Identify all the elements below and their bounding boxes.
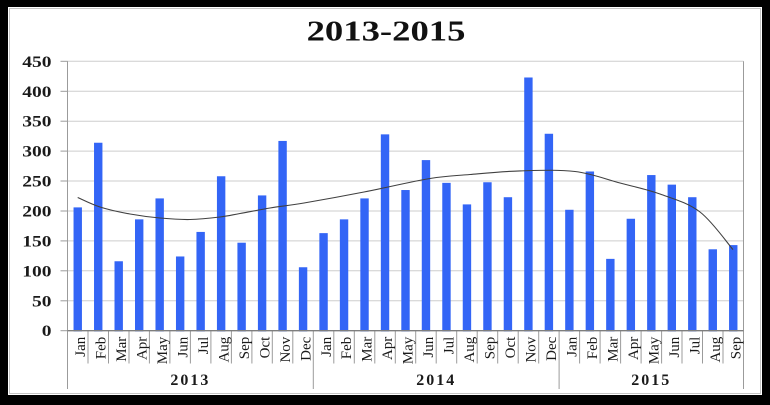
svg-text:Sep: Sep	[237, 337, 253, 360]
svg-text:2013-2015: 2013-2015	[307, 16, 466, 48]
svg-text:Jul: Jul	[688, 337, 704, 355]
svg-text:2014: 2014	[416, 372, 456, 389]
svg-text:Jan: Jan	[319, 336, 335, 356]
svg-text:Feb: Feb	[585, 337, 601, 360]
svg-text:Jul: Jul	[196, 337, 212, 355]
svg-text:Apr: Apr	[380, 337, 396, 360]
svg-text:Apr: Apr	[134, 337, 150, 360]
svg-text:450: 450	[22, 52, 51, 70]
svg-text:Jun: Jun	[175, 336, 191, 357]
svg-text:100: 100	[22, 262, 51, 280]
svg-text:Oct: Oct	[257, 336, 273, 358]
svg-text:Mar: Mar	[114, 337, 130, 362]
svg-text:200: 200	[22, 202, 51, 220]
svg-text:2013: 2013	[170, 372, 210, 389]
svg-text:Jun: Jun	[667, 336, 683, 357]
svg-text:0: 0	[42, 322, 52, 340]
svg-text:Dec: Dec	[298, 336, 314, 360]
svg-text:Nov: Nov	[278, 336, 294, 362]
svg-text:Apr: Apr	[626, 337, 642, 360]
svg-text:Jul: Jul	[442, 337, 458, 355]
svg-text:Jan: Jan	[73, 336, 89, 356]
svg-text:50: 50	[32, 292, 52, 310]
svg-text:Jan: Jan	[565, 336, 581, 356]
svg-text:May: May	[155, 336, 171, 364]
svg-text:150: 150	[22, 232, 51, 250]
svg-text:May: May	[647, 336, 663, 364]
svg-text:Sep: Sep	[483, 337, 499, 360]
svg-text:2015: 2015	[631, 372, 671, 389]
svg-text:300: 300	[22, 142, 51, 160]
svg-text:Mar: Mar	[360, 337, 376, 362]
svg-text:250: 250	[22, 172, 51, 190]
svg-text:Sep: Sep	[729, 337, 745, 360]
svg-text:Oct: Oct	[503, 336, 519, 358]
svg-text:Nov: Nov	[524, 336, 540, 362]
svg-text:Dec: Dec	[544, 336, 560, 360]
svg-text:Feb: Feb	[339, 337, 355, 360]
svg-text:350: 350	[22, 112, 51, 130]
svg-text:Mar: Mar	[606, 337, 622, 362]
svg-text:Feb: Feb	[93, 337, 109, 360]
svg-text:Jun: Jun	[421, 336, 437, 357]
svg-text:Aug: Aug	[462, 336, 478, 362]
svg-text:Aug: Aug	[708, 336, 724, 362]
svg-text:400: 400	[22, 82, 51, 100]
svg-text:May: May	[401, 336, 417, 364]
svg-text:Aug: Aug	[216, 336, 232, 362]
